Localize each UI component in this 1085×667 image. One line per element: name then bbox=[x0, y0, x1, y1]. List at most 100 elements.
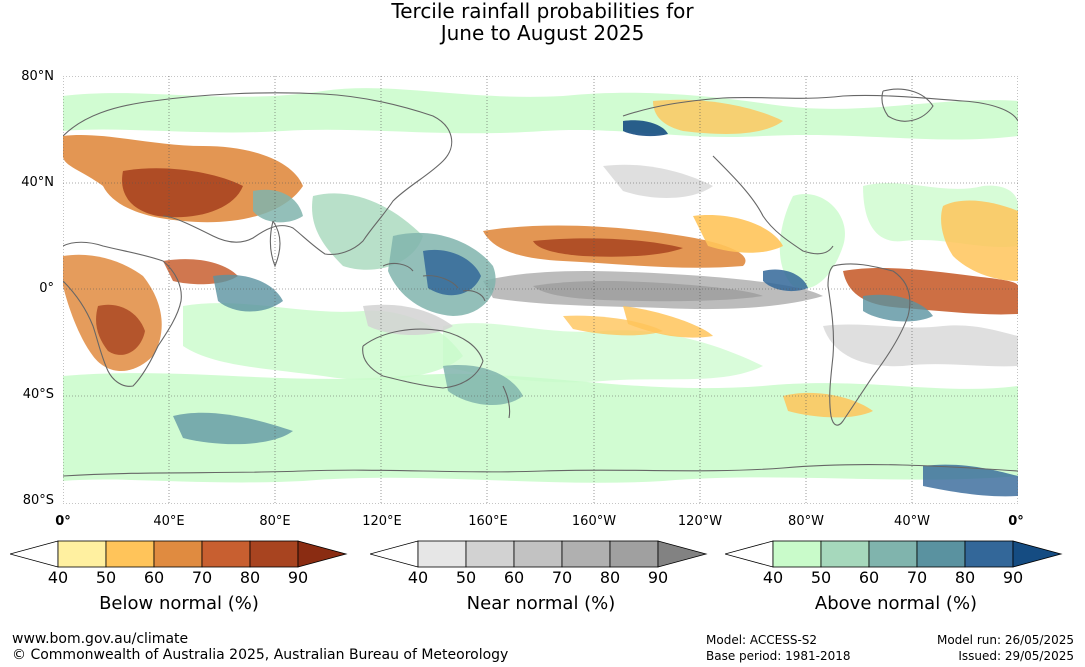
field-orange-pacific-s bbox=[563, 315, 663, 336]
field-teal-atlantic bbox=[863, 294, 933, 322]
field-teal-indian bbox=[213, 274, 283, 312]
rainfall-probability-map bbox=[63, 76, 1018, 504]
coast-india bbox=[269, 220, 281, 268]
lon-label-160w: 160°W bbox=[571, 514, 617, 529]
coastlines bbox=[63, 88, 1018, 477]
colorbar-tick-label: 80 bbox=[239, 568, 261, 587]
lat-label-40n: 40°N bbox=[21, 175, 54, 190]
field-grey-4 bbox=[603, 164, 713, 198]
coast-greenland bbox=[881, 88, 934, 122]
colorbar-near-normal bbox=[370, 540, 708, 568]
colorbar-tick-label: 70 bbox=[906, 568, 928, 587]
colorbar-above-normal bbox=[725, 540, 1063, 568]
lon-label-0-left: 0° bbox=[55, 514, 71, 529]
colorbar-segment bbox=[772, 540, 822, 568]
colorbar-segment bbox=[916, 540, 966, 568]
coast-eurasia bbox=[63, 92, 453, 255]
colorbar-segment bbox=[201, 540, 251, 568]
footer-model: Model: ACCESS-S2 bbox=[706, 633, 818, 647]
colorbar-segment bbox=[249, 540, 299, 568]
field-orange-south-america bbox=[941, 200, 1018, 281]
colorbar-segment bbox=[153, 540, 203, 568]
colorbar-tick-label: 50 bbox=[810, 568, 832, 587]
colorbar-extend-high bbox=[1012, 540, 1063, 568]
colorbar-near-normal-label: Near normal (%) bbox=[466, 593, 616, 614]
title-line-2: June to August 2025 bbox=[440, 21, 645, 45]
footer-url: www.bom.gov.au/climate bbox=[12, 631, 189, 647]
field-blue-south-aus bbox=[443, 365, 523, 406]
colorbar-tick-label: 70 bbox=[551, 568, 573, 587]
colorbar-extend-high bbox=[657, 540, 708, 568]
colorbar-extend-low bbox=[725, 540, 774, 568]
field-blue-maritime-core bbox=[423, 249, 481, 296]
coast-australia bbox=[362, 328, 484, 389]
footer-copyright: © Commonwealth of Australia 2025, Austra… bbox=[12, 647, 509, 663]
colorbar-tick-label: 90 bbox=[647, 568, 669, 587]
colorbar-tick-label: 40 bbox=[47, 568, 69, 587]
colorbar-segment bbox=[964, 540, 1014, 568]
colorbar-segment bbox=[561, 540, 611, 568]
coast-antarctica bbox=[63, 464, 1018, 477]
field-grey-2 bbox=[363, 304, 453, 335]
colorbar-segment bbox=[417, 540, 467, 568]
coast-new-zealand bbox=[502, 385, 511, 419]
field-brown-africa bbox=[96, 304, 145, 355]
colorbar-segment bbox=[513, 540, 563, 568]
map-title: Tercile rainfall probabilities for June … bbox=[0, 0, 1085, 44]
colorbar-tick-label: 50 bbox=[95, 568, 117, 587]
colorbar-tick-label: 80 bbox=[954, 568, 976, 587]
colorbar-segment bbox=[57, 540, 107, 568]
field-blue-south-atlantic bbox=[923, 464, 1018, 497]
lon-label-40w: 40°W bbox=[894, 514, 930, 529]
colorbar-below-normal bbox=[10, 540, 348, 568]
field-green-north bbox=[63, 88, 1018, 140]
lon-label-40e: 40°E bbox=[153, 514, 185, 529]
field-teal-siberia bbox=[253, 189, 303, 223]
colorbar-segment bbox=[868, 540, 918, 568]
field-orange-south-pacific bbox=[783, 392, 873, 418]
colorbar-tick-label: 60 bbox=[858, 568, 880, 587]
field-blue-north-pacific bbox=[623, 120, 668, 137]
lon-label-0-right: 0° bbox=[1008, 514, 1024, 529]
colorbar-tick-label: 60 bbox=[503, 568, 525, 587]
lat-label-80s: 80°S bbox=[22, 493, 54, 508]
field-green-pacific-s bbox=[443, 323, 763, 383]
colorbar-tick-label: 80 bbox=[599, 568, 621, 587]
lon-label-120e: 120°E bbox=[362, 514, 402, 529]
lon-label-120w: 120°W bbox=[677, 514, 723, 529]
colorbar-segment bbox=[609, 540, 659, 568]
colorbar-tick-label: 90 bbox=[1002, 568, 1024, 587]
colorbar-tick-label: 50 bbox=[455, 568, 477, 587]
field-orange-mid-pacific bbox=[693, 215, 783, 253]
lat-label-0: 0° bbox=[39, 281, 54, 296]
lon-label-80w: 80°W bbox=[788, 514, 824, 529]
field-blue-east-pacific bbox=[763, 269, 808, 292]
lat-label-40s: 40°S bbox=[22, 387, 54, 402]
footer-issued: Issued: 29/05/2025 bbox=[958, 649, 1074, 663]
probability-fields bbox=[63, 88, 1018, 497]
coast-africa bbox=[63, 241, 182, 387]
field-green-southern-ocean bbox=[63, 373, 1018, 483]
lon-label-160e: 160°E bbox=[468, 514, 508, 529]
colorbar-extend-high bbox=[297, 540, 348, 568]
field-grey-eq-pacific-core bbox=[533, 281, 763, 302]
footer-base-period: Base period: 1981-2018 bbox=[706, 649, 851, 663]
colorbar-below-normal-label: Below normal (%) bbox=[99, 593, 259, 614]
field-brown-west-pacific bbox=[533, 238, 683, 257]
colorbar-above-normal-label: Above normal (%) bbox=[814, 593, 978, 614]
field-green-americas bbox=[779, 194, 845, 289]
graticule bbox=[63, 76, 1018, 504]
colorbar-tick-label: 40 bbox=[762, 568, 784, 587]
coast-maritime-islands bbox=[382, 262, 486, 302]
colorbar-tick-label: 60 bbox=[143, 568, 165, 587]
colorbar-tick-label: 40 bbox=[407, 568, 429, 587]
colorbar-segment bbox=[465, 540, 515, 568]
field-blue-southern-indian bbox=[173, 412, 293, 445]
title-line-1: Tercile rainfall probabilities for bbox=[391, 0, 694, 23]
lat-label-80n: 80°N bbox=[21, 69, 54, 84]
colorbar-extend-low bbox=[10, 540, 59, 568]
colorbar-extend-low bbox=[370, 540, 419, 568]
colorbar-segment bbox=[105, 540, 155, 568]
field-grey-3 bbox=[823, 324, 1018, 367]
lon-label-80e: 80°E bbox=[259, 514, 291, 529]
